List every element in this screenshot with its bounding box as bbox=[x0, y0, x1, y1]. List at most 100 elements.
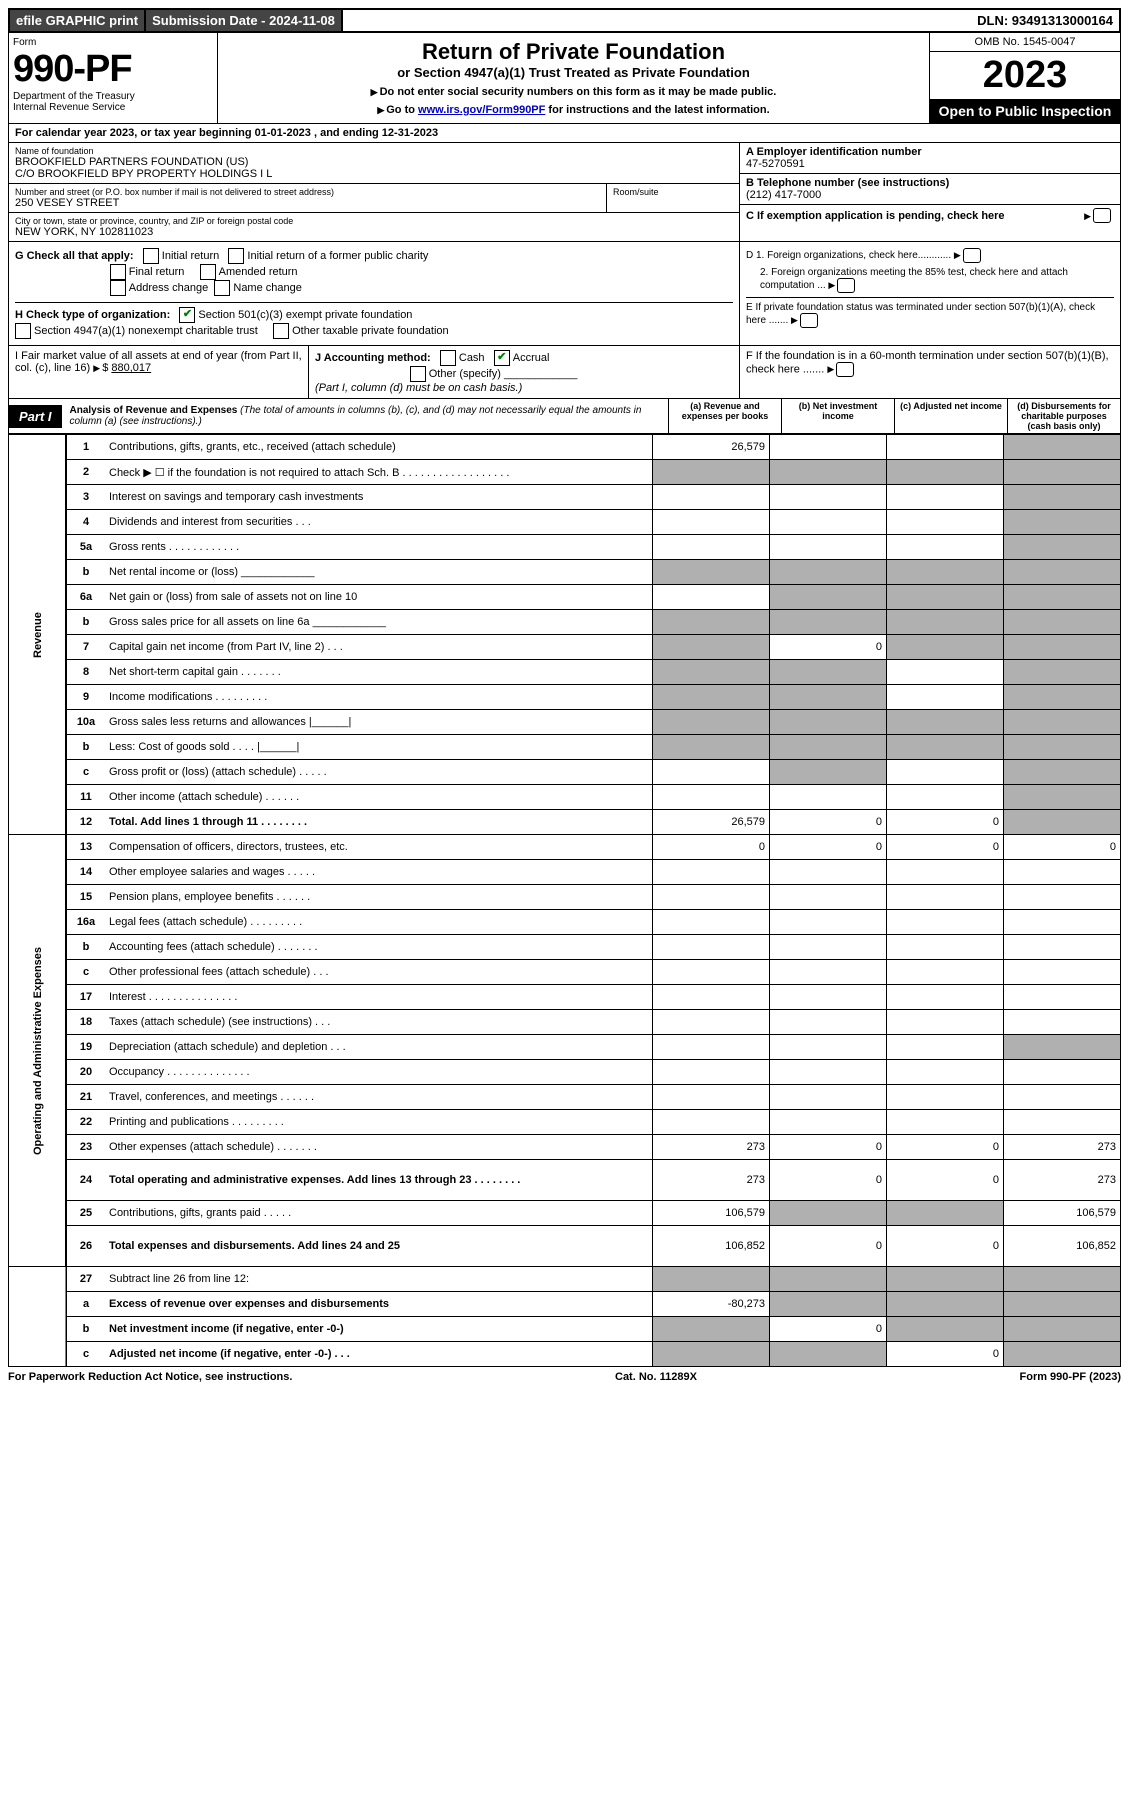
form-subtitle: or Section 4947(a)(1) Trust Treated as P… bbox=[224, 65, 923, 80]
table-row: 9Income modifications . . . . . . . . . bbox=[9, 685, 1121, 710]
status-terminated-checkbox[interactable] bbox=[800, 313, 818, 328]
dept-treasury: Department of the Treasury bbox=[13, 91, 213, 102]
address-change-label: Address change bbox=[129, 282, 209, 294]
501c3-checkbox[interactable]: ✔ bbox=[179, 307, 195, 323]
table-row: 12Total. Add lines 1 through 11 . . . . … bbox=[9, 810, 1121, 835]
room-label: Room/suite bbox=[613, 187, 733, 197]
line-number: 27 bbox=[66, 1267, 105, 1292]
line-description: Total expenses and disbursements. Add li… bbox=[105, 1226, 653, 1267]
line-number: 16a bbox=[66, 910, 105, 935]
line-number: b bbox=[66, 610, 105, 635]
part1-tag: Part I bbox=[9, 405, 62, 428]
line-description: Other professional fees (attach schedule… bbox=[105, 960, 653, 985]
line-description: Other employee salaries and wages . . . … bbox=[105, 860, 653, 885]
line-description: Gross profit or (loss) (attach schedule)… bbox=[105, 760, 653, 785]
name-change-checkbox[interactable] bbox=[214, 280, 230, 296]
cash-label: Cash bbox=[459, 352, 485, 364]
line-description: Net rental income or (loss) ____________ bbox=[105, 560, 653, 585]
table-row: bGross sales price for all assets on lin… bbox=[9, 610, 1121, 635]
omb-number: OMB No. 1545-0047 bbox=[930, 33, 1120, 52]
line-number: b bbox=[66, 560, 105, 585]
line-description: Income modifications . . . . . . . . . bbox=[105, 685, 653, 710]
501c3-label: Section 501(c)(3) exempt private foundat… bbox=[198, 309, 412, 321]
initial-return-checkbox[interactable] bbox=[143, 248, 159, 264]
table-row: 20Occupancy . . . . . . . . . . . . . . bbox=[9, 1060, 1121, 1085]
h-label: H Check type of organization: bbox=[15, 309, 170, 321]
table-row: bAccounting fees (attach schedule) . . .… bbox=[9, 935, 1121, 960]
form-header: Form 990-PF Department of the Treasury I… bbox=[8, 33, 1121, 124]
exemption-pending-checkbox[interactable] bbox=[1093, 208, 1111, 223]
other-method-checkbox[interactable] bbox=[410, 366, 426, 382]
line-number: 5a bbox=[66, 535, 105, 560]
4947-checkbox[interactable] bbox=[15, 323, 31, 339]
phone-label: B Telephone number (see instructions) bbox=[746, 177, 1114, 189]
dln: DLN: 93491313000164 bbox=[971, 10, 1119, 31]
table-row: 16aLegal fees (attach schedule) . . . . … bbox=[9, 910, 1121, 935]
form990pf-link[interactable]: www.irs.gov/Form990PF bbox=[418, 104, 545, 116]
other-taxable-label: Other taxable private foundation bbox=[292, 325, 449, 337]
amended-return-checkbox[interactable] bbox=[200, 264, 216, 280]
line-description: Accounting fees (attach schedule) . . . … bbox=[105, 935, 653, 960]
table-row: 5aGross rents . . . . . . . . . . . . bbox=[9, 535, 1121, 560]
ein-value: 47-5270591 bbox=[746, 158, 1114, 170]
line-description: Adjusted net income (if negative, enter … bbox=[105, 1342, 653, 1367]
spacer bbox=[343, 10, 971, 31]
table-row: 2Check ▶ ☐ if the foundation is not requ… bbox=[9, 460, 1121, 485]
line-description: Subtract line 26 from line 12: bbox=[105, 1267, 653, 1292]
table-row: 15Pension plans, employee benefits . . .… bbox=[9, 885, 1121, 910]
city-label: City or town, state or province, country… bbox=[15, 216, 733, 226]
accrual-label: Accrual bbox=[513, 352, 550, 364]
amended-return-label: Amended return bbox=[219, 266, 298, 278]
foreign-85-checkbox[interactable] bbox=[837, 278, 855, 293]
60-month-checkbox[interactable] bbox=[836, 362, 854, 377]
table-row: 25Contributions, gifts, grants paid . . … bbox=[9, 1201, 1121, 1226]
accrual-checkbox[interactable]: ✔ bbox=[494, 350, 510, 366]
name-label: Name of foundation bbox=[15, 146, 733, 156]
line-description: Dividends and interest from securities .… bbox=[105, 510, 653, 535]
top-bar: efile GRAPHIC print Submission Date - 20… bbox=[8, 8, 1121, 33]
line-number: c bbox=[66, 1342, 105, 1367]
line-number: c bbox=[66, 760, 105, 785]
table-row: 11Other income (attach schedule) . . . .… bbox=[9, 785, 1121, 810]
line-number: 15 bbox=[66, 885, 105, 910]
part1-header: Part I Analysis of Revenue and Expenses … bbox=[8, 399, 1121, 434]
calendar-year-line: For calendar year 2023, or tax year begi… bbox=[8, 124, 1121, 143]
fmv-value: 880,017 bbox=[111, 362, 151, 374]
table-row: bNet rental income or (loss) ___________… bbox=[9, 560, 1121, 585]
line-number: 17 bbox=[66, 985, 105, 1010]
final-return-checkbox[interactable] bbox=[110, 264, 126, 280]
line-description: Net investment income (if negative, ente… bbox=[105, 1317, 653, 1342]
expenses-side-label: Operating and Administrative Expenses bbox=[9, 835, 67, 1267]
footer-mid: Cat. No. 11289X bbox=[615, 1371, 697, 1383]
line-description: Legal fees (attach schedule) . . . . . .… bbox=[105, 910, 653, 935]
line-description: Interest . . . . . . . . . . . . . . . bbox=[105, 985, 653, 1010]
cash-checkbox[interactable] bbox=[440, 350, 456, 366]
table-row: cOther professional fees (attach schedul… bbox=[9, 960, 1121, 985]
efile-print-button[interactable]: efile GRAPHIC print bbox=[10, 10, 146, 31]
g-label: G Check all that apply: bbox=[15, 250, 134, 262]
line-number: 9 bbox=[66, 685, 105, 710]
line-number: 24 bbox=[66, 1160, 105, 1201]
submission-date: Submission Date - 2024-11-08 bbox=[146, 10, 343, 31]
address-change-checkbox[interactable] bbox=[110, 280, 126, 296]
f-label: F If the foundation is in a 60-month ter… bbox=[746, 350, 1109, 375]
line-description: Compensation of officers, directors, tru… bbox=[105, 835, 653, 860]
street-address: 250 VESEY STREET bbox=[15, 197, 600, 209]
col-c-header: (c) Adjusted net income bbox=[894, 399, 1007, 433]
initial-former-checkbox[interactable] bbox=[228, 248, 244, 264]
line-description: Printing and publications . . . . . . . … bbox=[105, 1110, 653, 1135]
line-number: 7 bbox=[66, 635, 105, 660]
line-description: Depreciation (attach schedule) and deple… bbox=[105, 1035, 653, 1060]
other-taxable-checkbox[interactable] bbox=[273, 323, 289, 339]
line-description: Contributions, gifts, grants paid . . . … bbox=[105, 1201, 653, 1226]
line-description: Net short-term capital gain . . . . . . … bbox=[105, 660, 653, 685]
line-description: Gross sales less returns and allowances … bbox=[105, 710, 653, 735]
table-row: 27Subtract line 26 from line 12: bbox=[9, 1267, 1121, 1292]
table-row: bNet investment income (if negative, ent… bbox=[9, 1317, 1121, 1342]
line-description: Excess of revenue over expenses and disb… bbox=[105, 1292, 653, 1317]
foreign-org-checkbox[interactable] bbox=[963, 248, 981, 263]
table-row: 19Depreciation (attach schedule) and dep… bbox=[9, 1035, 1121, 1060]
line-number: 8 bbox=[66, 660, 105, 685]
line-number: 20 bbox=[66, 1060, 105, 1085]
dept-irs: Internal Revenue Service bbox=[13, 102, 213, 113]
